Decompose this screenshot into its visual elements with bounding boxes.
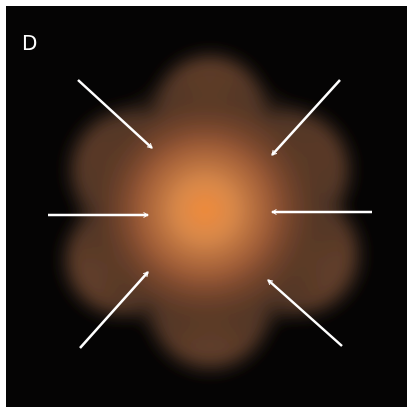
arrows — [48, 79, 372, 349]
panel-label: D — [22, 31, 37, 55]
nebula — [55, 45, 370, 380]
arrow — [271, 79, 341, 156]
arrow — [79, 271, 149, 349]
arrow — [267, 279, 343, 347]
arrow — [77, 79, 153, 149]
